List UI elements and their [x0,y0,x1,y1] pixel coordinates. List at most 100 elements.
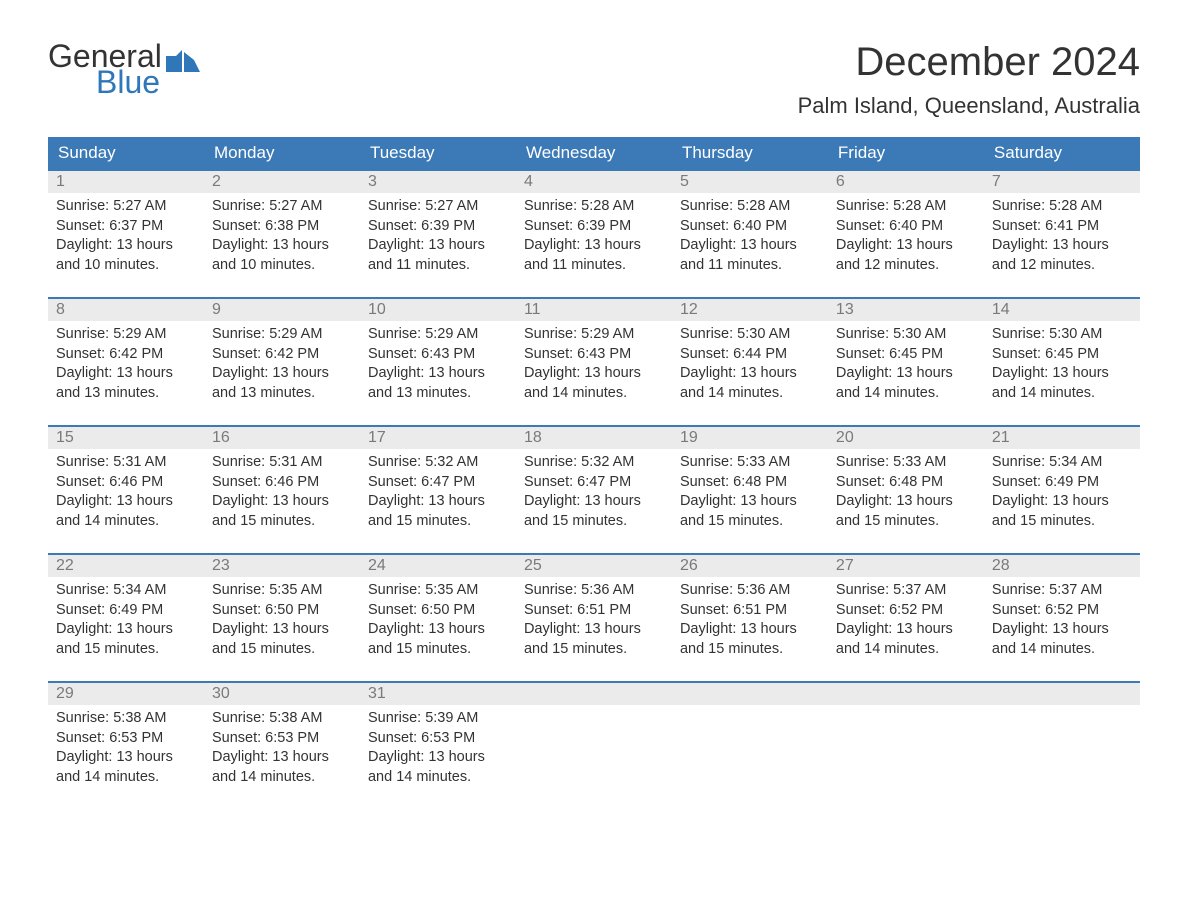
sunset-line: Sunset: 6:39 PM [524,217,664,237]
day-cell: 25Sunrise: 5:36 AMSunset: 6:51 PMDayligh… [516,554,672,682]
day-cell [828,682,984,810]
dow-header: Saturday [984,137,1140,170]
sunset-line: Sunset: 6:50 PM [368,601,508,621]
day-cell [984,682,1140,810]
day-number: 3 [360,171,516,193]
sunset-line: Sunset: 6:45 PM [992,345,1132,365]
sunrise-line: Sunrise: 5:39 AM [368,709,508,729]
dow-header: Sunday [48,137,204,170]
day-body: Sunrise: 5:28 AMSunset: 6:41 PMDaylight:… [984,193,1140,283]
day-number: 20 [828,427,984,449]
sunrise-line: Sunrise: 5:37 AM [836,581,976,601]
day-cell: 6Sunrise: 5:28 AMSunset: 6:40 PMDaylight… [828,170,984,298]
week-row: 29Sunrise: 5:38 AMSunset: 6:53 PMDayligh… [48,682,1140,810]
day-number: 31 [360,683,516,705]
sunset-line: Sunset: 6:42 PM [56,345,196,365]
title-block: December 2024 Palm Island, Queensland, A… [798,40,1140,119]
day-number: 22 [48,555,204,577]
sunset-line: Sunset: 6:40 PM [836,217,976,237]
sunset-line: Sunset: 6:51 PM [524,601,664,621]
day-cell: 29Sunrise: 5:38 AMSunset: 6:53 PMDayligh… [48,682,204,810]
empty-day [984,683,1140,705]
day-cell: 15Sunrise: 5:31 AMSunset: 6:46 PMDayligh… [48,426,204,554]
sunrise-line: Sunrise: 5:38 AM [212,709,352,729]
day-cell: 28Sunrise: 5:37 AMSunset: 6:52 PMDayligh… [984,554,1140,682]
sunset-line: Sunset: 6:48 PM [680,473,820,493]
daylight-line: Daylight: 13 hours and 12 minutes. [836,236,976,275]
sunrise-line: Sunrise: 5:32 AM [368,453,508,473]
location: Palm Island, Queensland, Australia [798,93,1140,119]
sunset-line: Sunset: 6:41 PM [992,217,1132,237]
day-number: 17 [360,427,516,449]
day-number: 9 [204,299,360,321]
sunset-line: Sunset: 6:48 PM [836,473,976,493]
daylight-line: Daylight: 13 hours and 14 minutes. [836,620,976,659]
sunset-line: Sunset: 6:45 PM [836,345,976,365]
sunrise-line: Sunrise: 5:38 AM [56,709,196,729]
daylight-line: Daylight: 13 hours and 15 minutes. [56,620,196,659]
day-body: Sunrise: 5:37 AMSunset: 6:52 PMDaylight:… [984,577,1140,667]
daylight-line: Daylight: 13 hours and 14 minutes. [368,748,508,787]
day-body: Sunrise: 5:27 AMSunset: 6:37 PMDaylight:… [48,193,204,283]
daylight-line: Daylight: 13 hours and 10 minutes. [212,236,352,275]
sunrise-line: Sunrise: 5:33 AM [680,453,820,473]
empty-day [516,683,672,705]
sunrise-line: Sunrise: 5:28 AM [524,197,664,217]
daylight-line: Daylight: 13 hours and 15 minutes. [680,620,820,659]
day-number: 16 [204,427,360,449]
daylight-line: Daylight: 13 hours and 14 minutes. [680,364,820,403]
day-body: Sunrise: 5:38 AMSunset: 6:53 PMDaylight:… [204,705,360,795]
day-body: Sunrise: 5:36 AMSunset: 6:51 PMDaylight:… [672,577,828,667]
daylight-line: Daylight: 13 hours and 10 minutes. [56,236,196,275]
day-number: 18 [516,427,672,449]
day-cell [516,682,672,810]
dow-row: SundayMondayTuesdayWednesdayThursdayFrid… [48,137,1140,170]
day-number: 15 [48,427,204,449]
sunrise-line: Sunrise: 5:27 AM [368,197,508,217]
sunset-line: Sunset: 6:49 PM [56,601,196,621]
day-cell: 24Sunrise: 5:35 AMSunset: 6:50 PMDayligh… [360,554,516,682]
day-cell: 14Sunrise: 5:30 AMSunset: 6:45 PMDayligh… [984,298,1140,426]
day-number: 24 [360,555,516,577]
dow-header: Monday [204,137,360,170]
sunrise-line: Sunrise: 5:27 AM [56,197,196,217]
day-number: 27 [828,555,984,577]
day-number: 1 [48,171,204,193]
day-cell: 20Sunrise: 5:33 AMSunset: 6:48 PMDayligh… [828,426,984,554]
week-row: 1Sunrise: 5:27 AMSunset: 6:37 PMDaylight… [48,170,1140,298]
daylight-line: Daylight: 13 hours and 14 minutes. [56,492,196,531]
sunset-line: Sunset: 6:49 PM [992,473,1132,493]
sunset-line: Sunset: 6:53 PM [56,729,196,749]
day-body: Sunrise: 5:34 AMSunset: 6:49 PMDaylight:… [48,577,204,667]
sunrise-line: Sunrise: 5:36 AM [524,581,664,601]
day-cell: 17Sunrise: 5:32 AMSunset: 6:47 PMDayligh… [360,426,516,554]
day-number: 14 [984,299,1140,321]
sunset-line: Sunset: 6:46 PM [212,473,352,493]
day-number: 25 [516,555,672,577]
sunrise-line: Sunrise: 5:33 AM [836,453,976,473]
day-number: 5 [672,171,828,193]
sunrise-line: Sunrise: 5:35 AM [368,581,508,601]
day-cell: 19Sunrise: 5:33 AMSunset: 6:48 PMDayligh… [672,426,828,554]
sunrise-line: Sunrise: 5:29 AM [56,325,196,345]
day-number: 11 [516,299,672,321]
sunset-line: Sunset: 6:53 PM [368,729,508,749]
sunrise-line: Sunrise: 5:37 AM [992,581,1132,601]
day-body: Sunrise: 5:35 AMSunset: 6:50 PMDaylight:… [360,577,516,667]
day-number: 30 [204,683,360,705]
day-cell: 11Sunrise: 5:29 AMSunset: 6:43 PMDayligh… [516,298,672,426]
day-cell: 7Sunrise: 5:28 AMSunset: 6:41 PMDaylight… [984,170,1140,298]
sunrise-line: Sunrise: 5:36 AM [680,581,820,601]
daylight-line: Daylight: 13 hours and 13 minutes. [368,364,508,403]
sunrise-line: Sunrise: 5:32 AM [524,453,664,473]
day-body: Sunrise: 5:29 AMSunset: 6:42 PMDaylight:… [204,321,360,411]
daylight-line: Daylight: 13 hours and 15 minutes. [212,620,352,659]
week-row: 22Sunrise: 5:34 AMSunset: 6:49 PMDayligh… [48,554,1140,682]
dow-header: Wednesday [516,137,672,170]
day-number: 6 [828,171,984,193]
day-body: Sunrise: 5:29 AMSunset: 6:43 PMDaylight:… [360,321,516,411]
week-row: 15Sunrise: 5:31 AMSunset: 6:46 PMDayligh… [48,426,1140,554]
day-cell: 16Sunrise: 5:31 AMSunset: 6:46 PMDayligh… [204,426,360,554]
day-cell: 18Sunrise: 5:32 AMSunset: 6:47 PMDayligh… [516,426,672,554]
day-body: Sunrise: 5:30 AMSunset: 6:45 PMDaylight:… [828,321,984,411]
